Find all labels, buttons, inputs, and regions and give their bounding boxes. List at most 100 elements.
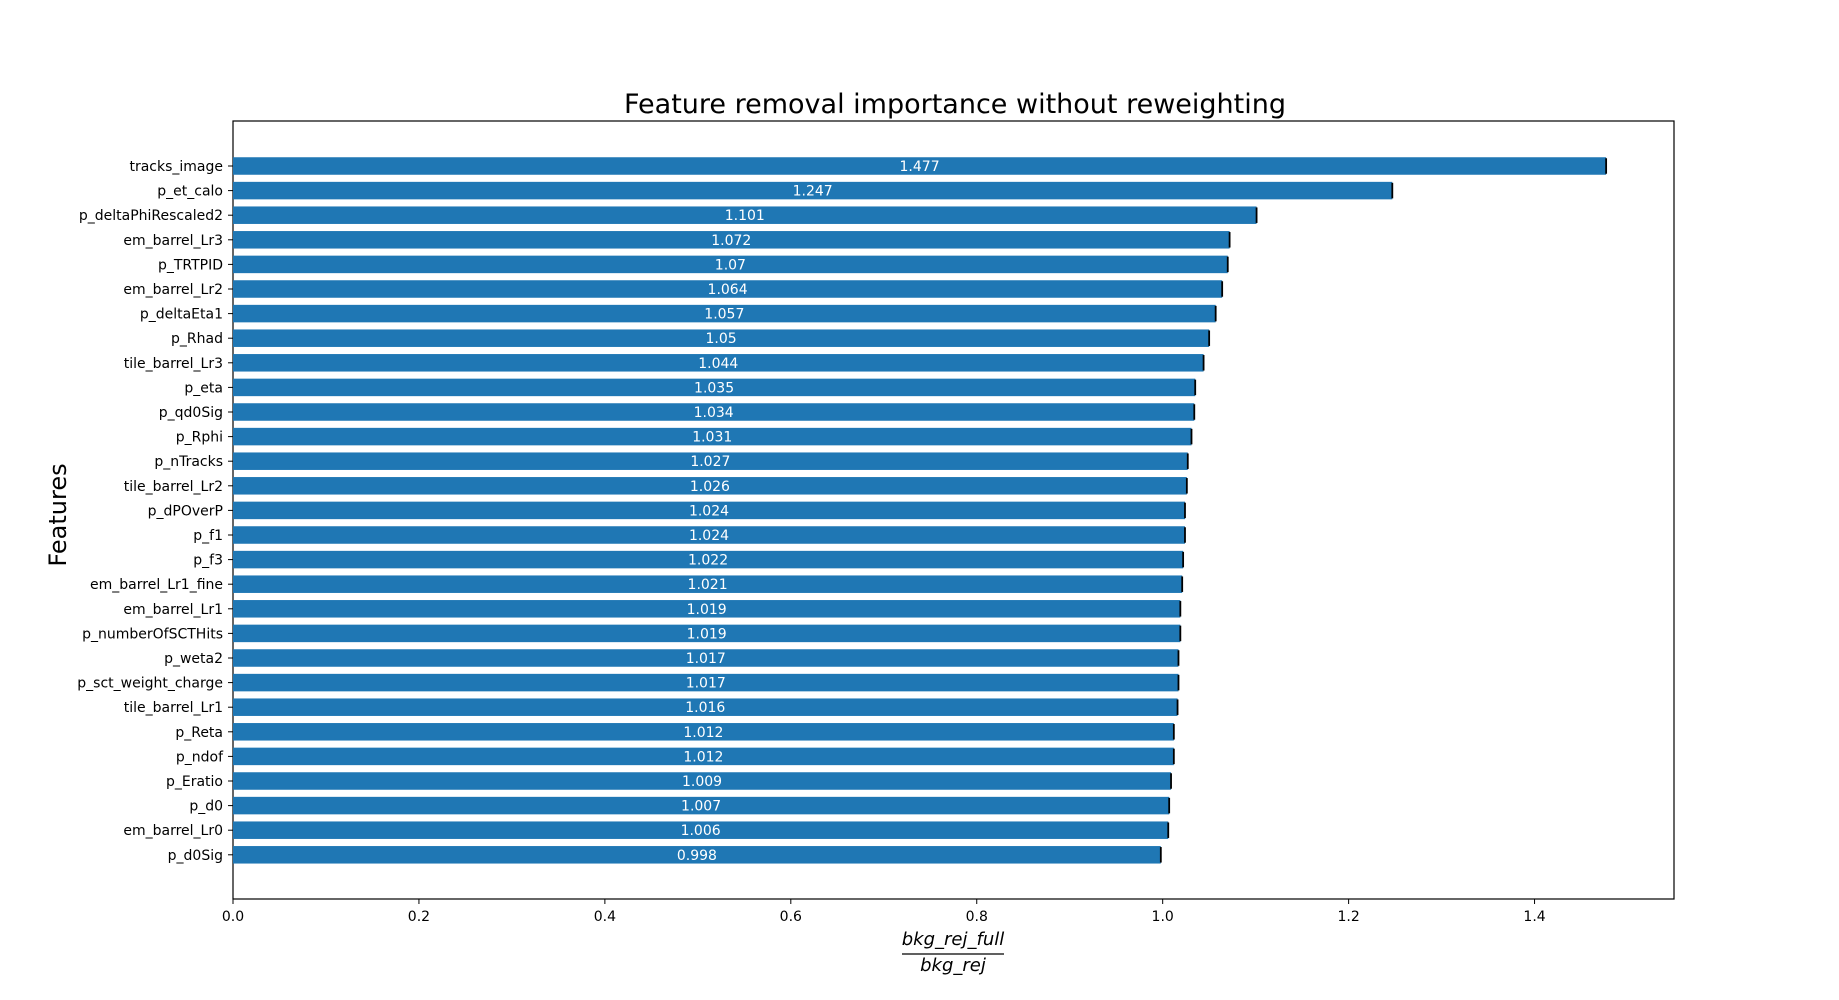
y-tick-label: tile_barrel_Lr3: [124, 356, 223, 372]
bar: [233, 772, 1172, 790]
x-axis-title-numerator: bkg_rej_full: [902, 929, 1005, 950]
bar-value-label: 1.006: [681, 823, 721, 839]
y-tick-label: p_sct_weight_charge: [77, 676, 223, 692]
bar: [233, 304, 1216, 323]
x-tick-label: 1.4: [1523, 909, 1545, 925]
bar: [233, 181, 1393, 200]
bar-value-label: 1.019: [687, 602, 727, 618]
bar-value-label: 1.017: [686, 676, 726, 692]
bar: [233, 600, 1181, 618]
bar: [233, 796, 1170, 815]
bar: [233, 723, 1174, 741]
bar: [233, 403, 1195, 421]
y-tick-label: em_barrel_Lr1: [123, 602, 223, 618]
bar-value-label: 1.016: [685, 700, 725, 716]
y-tick-label: p_f3: [193, 553, 223, 569]
bar: [233, 206, 1257, 224]
y-tick-label: p_deltaPhiRescaled2: [79, 208, 223, 224]
y-tick-label: p_dPOverP: [148, 503, 223, 519]
bar: [233, 673, 1179, 692]
bar: [233, 698, 1178, 716]
bar: [233, 280, 1223, 298]
y-tick-label: p_numberOfSCTHits: [82, 626, 223, 642]
bar-value-label: 0.998: [677, 848, 717, 864]
x-tick-label: 0.0: [222, 909, 244, 925]
y-tick-label: p_Eratio: [166, 774, 223, 790]
y-tick-label: tile_barrel_Lr2: [124, 479, 223, 495]
bar: [233, 354, 1204, 372]
bar: [233, 747, 1174, 766]
x-axis-title-denominator: bkg_rej: [920, 955, 986, 976]
bar-value-label: 1.024: [689, 528, 729, 544]
y-tick-label: p_Rphi: [176, 430, 223, 446]
bar: [233, 452, 1188, 470]
bar: [233, 821, 1169, 839]
bar: [233, 526, 1185, 544]
x-tick-label: 1.0: [1152, 909, 1174, 925]
bar: [233, 329, 1210, 347]
bar-value-label: 1.07: [715, 257, 746, 273]
bar-value-label: 1.022: [688, 553, 728, 569]
bar-value-label: 1.021: [688, 577, 728, 593]
x-tick-label: 0.6: [780, 909, 802, 925]
bar-value-label: 1.064: [708, 282, 748, 298]
y-tick-label: p_deltaEta1: [140, 307, 223, 323]
bar-value-label: 1.019: [687, 626, 727, 642]
bar-value-label: 1.031: [692, 430, 732, 446]
bar-value-label: 1.101: [725, 208, 765, 224]
bar: [233, 378, 1196, 397]
y-tick-label: em_barrel_Lr3: [123, 233, 223, 249]
bar: [233, 477, 1187, 495]
x-tick-label: 1.2: [1337, 909, 1359, 925]
y-tick-label: p_qd0Sig: [159, 405, 223, 421]
bar: [233, 501, 1185, 520]
y-tick-label: p_d0Sig: [168, 848, 223, 864]
bar: [233, 575, 1183, 593]
y-axis-title: Features: [44, 463, 72, 566]
bar: [233, 550, 1184, 569]
bar-value-label: 1.477: [900, 159, 940, 175]
bars-layer: 1.477 1.247 1.101 1.072 1.07 1.064 1.057 1.05 1.…: [233, 157, 1608, 864]
bar: [233, 624, 1181, 643]
bar-value-label: 1.057: [704, 307, 744, 323]
y-axis-labels: tracks_image p_et_calo p_deltaPhiRescaled2…: [77, 159, 233, 864]
x-tick-label: 0.2: [408, 909, 430, 925]
y-tick-label: p_f1: [193, 528, 223, 544]
y-tick-label: p_weta2: [164, 651, 223, 667]
bar-value-label: 1.024: [689, 503, 729, 519]
y-tick-label: p_et_calo: [157, 184, 223, 200]
chart-title: Feature removal importance without rewei…: [624, 89, 1286, 120]
y-tick-label: tracks_image: [129, 159, 223, 175]
bar: [233, 649, 1179, 667]
x-tick-label: 0.4: [594, 909, 616, 925]
y-tick-label: em_barrel_Lr0: [123, 823, 223, 839]
bar-value-label: 1.044: [698, 356, 738, 372]
bar-value-label: 1.034: [694, 405, 734, 421]
bar-value-label: 1.247: [793, 184, 833, 200]
bar-value-label: 1.026: [690, 479, 730, 495]
y-tick-label: tile_barrel_Lr1: [124, 700, 223, 716]
bar-value-label: 1.035: [694, 380, 734, 396]
x-tick-label: 0.8: [966, 909, 988, 925]
bar-value-label: 1.012: [683, 749, 723, 765]
bar: [233, 231, 1230, 249]
bar-value-label: 1.012: [683, 725, 723, 741]
bar-value-label: 1.027: [690, 454, 730, 470]
y-tick-label: p_Rhad: [171, 331, 223, 347]
y-tick-label: em_barrel_Lr2: [123, 282, 223, 298]
bar: [233, 255, 1228, 274]
y-tick-label: p_eta: [184, 380, 223, 396]
y-tick-label: p_nTracks: [154, 454, 223, 470]
bar-value-label: 1.072: [711, 233, 751, 249]
y-tick-label: p_Reta: [175, 725, 223, 741]
y-tick-label: p_ndof: [176, 749, 224, 765]
bar-value-label: 1.007: [681, 799, 721, 815]
bar: [233, 157, 1607, 175]
x-axis-ticks: 0.0 0.2 0.4 0.6 0.8 1.0 1.2 1.4: [222, 899, 1546, 925]
y-tick-label: p_d0: [189, 799, 223, 815]
y-tick-label: em_barrel_Lr1_fine: [90, 577, 223, 593]
bar-value-label: 1.017: [686, 651, 726, 667]
bar: [233, 427, 1192, 446]
bar-value-label: 1.009: [682, 774, 722, 790]
